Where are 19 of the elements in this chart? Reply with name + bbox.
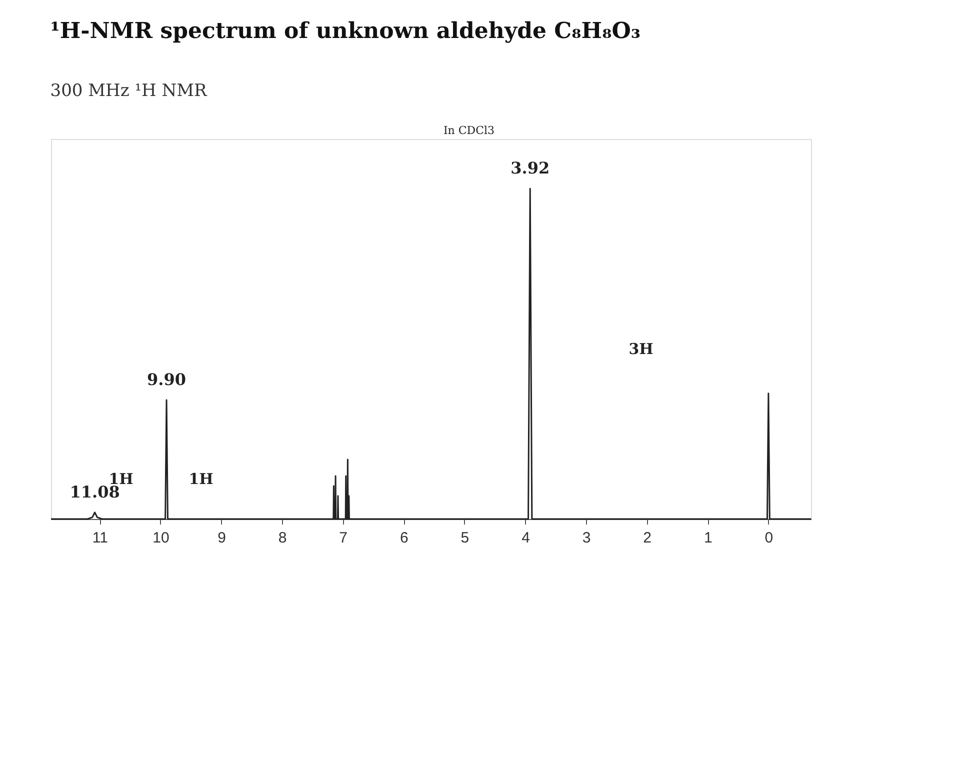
x-tick-label: 5 xyxy=(460,530,470,546)
x-tick-label: 7 xyxy=(339,530,348,546)
x-tick-label: 8 xyxy=(278,530,287,546)
x-tick-label: 6 xyxy=(400,530,408,546)
annotation: 3.92 xyxy=(510,158,550,178)
x-tick-label: 1 xyxy=(704,530,712,546)
text: In CDCl3 xyxy=(443,124,495,137)
x-tick-label: 10 xyxy=(152,530,170,546)
x-tick-label: 11 xyxy=(92,530,108,546)
annotation: 1H xyxy=(188,470,214,488)
x-tick-label: 3 xyxy=(582,530,591,546)
x-tick-label: 4 xyxy=(522,530,530,546)
x-tick-label: 2 xyxy=(643,530,652,546)
annotation: 9.90 xyxy=(147,370,186,390)
x-tick-label: 0 xyxy=(764,530,774,546)
chart-title: ¹H-NMR spectrum of unknown aldehyde C₈H₈O₃ xyxy=(50,18,641,44)
chart-subtitle: 300 MHz ¹H NMR xyxy=(50,81,208,101)
annotation: 3H xyxy=(628,340,654,358)
x-tick-label: 9 xyxy=(218,530,226,546)
